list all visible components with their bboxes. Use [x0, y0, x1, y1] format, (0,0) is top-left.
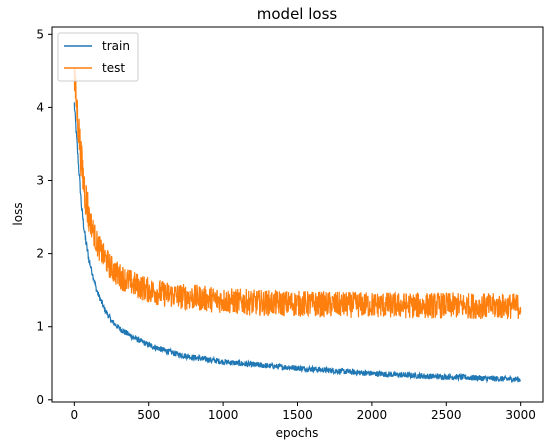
x-tick-label: 2000 [357, 408, 388, 422]
y-tick-label: 0 [36, 393, 44, 407]
y-tick-label: 3 [36, 174, 44, 188]
x-axis-ticks: 0 500 1000 1500 2000 2500 3000 [70, 402, 536, 422]
legend-test-label: test [102, 61, 125, 75]
test-series-line [73, 67, 522, 320]
plot-frame [51, 26, 544, 403]
legend-box [57, 32, 139, 82]
x-tick-label: 3000 [505, 408, 536, 422]
legend-train-label: train [102, 39, 130, 53]
x-axis-label: epochs [276, 426, 319, 440]
x-tick-label: 500 [137, 408, 160, 422]
y-tick-label: 4 [36, 100, 44, 114]
legend: train test [57, 32, 139, 82]
x-tick-label: 2500 [431, 408, 462, 422]
x-tick-label: 0 [70, 408, 78, 422]
y-tick-label: 1 [36, 320, 44, 334]
y-tick-label: 2 [36, 247, 44, 261]
y-axis-ticks: 0 1 2 3 4 5 [36, 27, 52, 407]
train-series-line [73, 102, 522, 384]
x-tick-label: 1000 [208, 408, 239, 422]
series-lines [73, 67, 522, 384]
y-axis-label: loss [11, 202, 25, 225]
chart-title: model loss [257, 5, 338, 23]
x-tick-label: 1500 [282, 408, 313, 422]
y-tick-label: 5 [36, 27, 44, 41]
